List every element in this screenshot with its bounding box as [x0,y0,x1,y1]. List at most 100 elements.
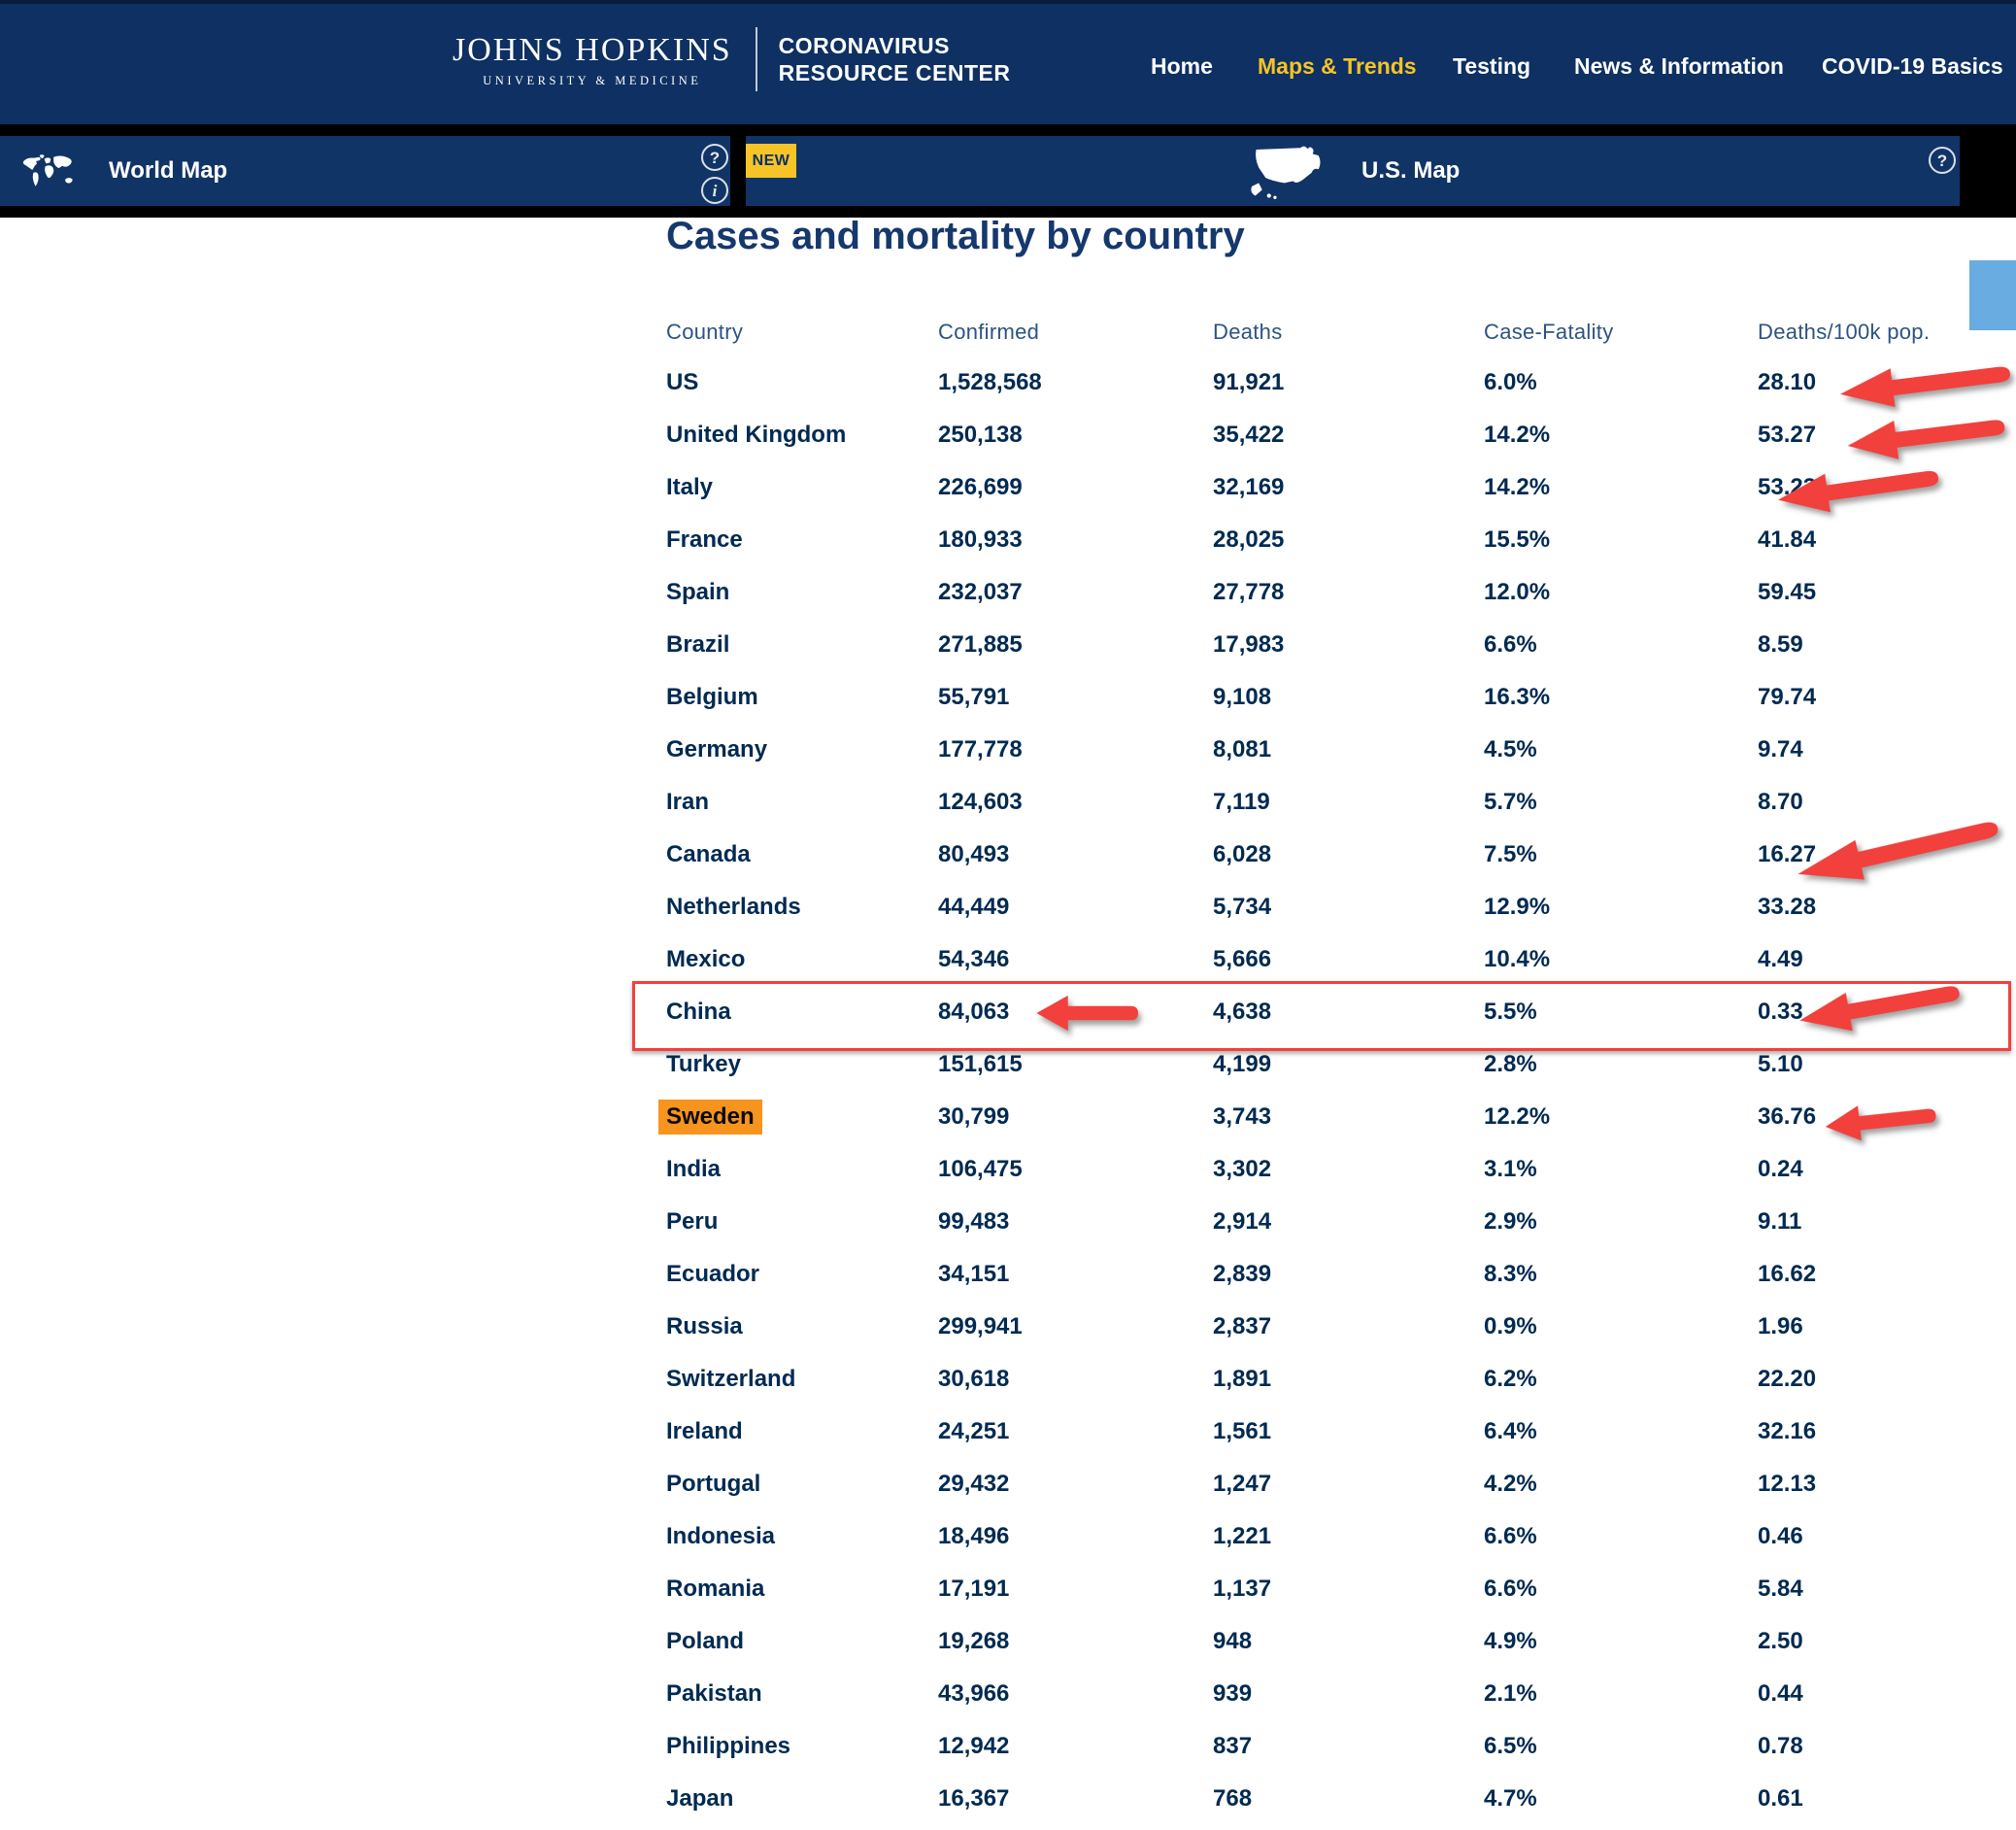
cell-deaths: 2,914 [1213,1208,1272,1235]
cell-deaths: 1,891 [1213,1366,1272,1392]
cell-deaths-per-100k: 53.27 [1758,422,1817,448]
us-map-tab[interactable]: NEW U.S. Map ? [746,136,1960,206]
table-header-row: Country Confirmed Deaths Case-Fatality D… [0,313,2016,352]
cell-deaths-per-100k: 0.78 [1758,1733,1803,1759]
cell-deaths-per-100k: 36.76 [1758,1103,1817,1130]
cell-case-fatality: 6.6% [1484,1576,1537,1602]
cell-confirmed: 17,191 [938,1576,1010,1602]
cell-deaths-per-100k: 79.74 [1758,684,1817,710]
cell-confirmed: 43,966 [938,1680,1010,1707]
cell-deaths: 5,734 [1213,894,1272,920]
cell-deaths-per-100k: 9.11 [1758,1208,1802,1235]
table-row: Peru 99,483 2,914 2.9% 9.11 [0,1196,2016,1248]
cell-confirmed: 30,618 [938,1366,1010,1392]
world-map-tab[interactable]: World Map ? i [0,136,730,206]
window-top-edge [0,0,2016,4]
cell-confirmed: 226,699 [938,474,1023,500]
cell-deaths-per-100k: 0.44 [1758,1680,1803,1707]
cell-case-fatality: 6.4% [1484,1418,1537,1444]
table-row: Switzerland 30,618 1,891 6.2% 22.20 [0,1353,2016,1406]
cell-deaths-per-100k: 1.96 [1758,1313,1803,1339]
column-header-country: Country [666,320,744,344]
nav-item-news-and-information[interactable]: News & Information [1574,53,1784,79]
cell-case-fatality: 4.9% [1484,1628,1537,1654]
cell-country: Peru [666,1208,719,1235]
cell-country: Japan [666,1785,734,1812]
cell-deaths-per-100k: 0.33 [1758,999,1803,1025]
cell-country: Mexico [666,946,746,972]
help-icon[interactable]: ? [701,144,728,171]
cell-deaths: 768 [1213,1785,1253,1812]
cell-deaths: 4,199 [1213,1051,1272,1077]
site-logo[interactable]: JOHNS HOPKINS UNIVERSITY & MEDICINE CORO… [453,27,1010,91]
cell-confirmed: 24,251 [938,1418,1010,1444]
nav-item-home[interactable]: Home [1151,53,1213,79]
table-row: US 1,528,568 91,921 6.0% 28.10 [0,356,2016,409]
cell-deaths: 1,247 [1213,1471,1272,1497]
cell-country: Turkey [666,1051,741,1077]
cell-deaths: 3,302 [1213,1156,1272,1182]
table-row: Philippines 12,942 837 6.5% 0.78 [0,1720,2016,1773]
nav-item-maps-and-trends[interactable]: Maps & Trends [1258,53,1417,79]
cell-country: Pakistan [666,1680,762,1707]
table-row: Portugal 29,432 1,247 4.2% 12.13 [0,1458,2016,1510]
cell-deaths-per-100k: 0.46 [1758,1523,1803,1549]
cell-case-fatality: 3.1% [1484,1156,1537,1182]
cell-case-fatality: 14.2% [1484,422,1551,448]
coronavirus-resource-center-wordmark: CORONAVIRUS RESOURCE CENTER [778,33,1011,85]
world-map-tab-label: World Map [109,157,228,184]
table-row: China 84,063 4,638 5.5% 0.33 [0,986,2016,1038]
cell-deaths: 1,137 [1213,1576,1272,1602]
info-icon[interactable]: i [701,177,728,204]
help-icon-us[interactable]: ? [1929,147,1956,174]
world-map-icon [17,150,78,192]
cell-case-fatality: 10.4% [1484,946,1551,972]
cell-deaths-per-100k: 8.70 [1758,789,1803,815]
table-row: United Kingdom 250,138 35,422 14.2% 53.2… [0,409,2016,461]
column-header-case-fatality: Case-Fatality [1484,320,1614,344]
column-header-confirmed: Confirmed [938,320,1040,344]
cell-case-fatality: 2.1% [1484,1680,1537,1707]
cell-country: Brazil [666,631,730,658]
cell-deaths-per-100k: 5.10 [1758,1051,1803,1077]
cell-confirmed: 29,432 [938,1471,1010,1497]
cell-deaths: 939 [1213,1680,1253,1707]
cell-deaths: 3,743 [1213,1103,1272,1130]
cell-deaths-per-100k: 53.23 [1758,474,1817,500]
table-row: Indonesia 18,496 1,221 6.6% 0.46 [0,1510,2016,1563]
cell-deaths: 9,108 [1213,684,1272,710]
logo-divider [755,27,757,91]
cell-deaths-per-100k: 16.27 [1758,841,1817,867]
cell-confirmed: 55,791 [938,684,1010,710]
cell-country: Iran [666,789,710,815]
cell-case-fatality: 2.9% [1484,1208,1537,1235]
light-blue-panel-fragment [1969,260,2016,330]
cell-deaths-per-100k: 9.74 [1758,736,1803,762]
cell-confirmed: 180,933 [938,526,1023,553]
cell-confirmed: 124,603 [938,789,1023,815]
cell-country: Sweden [658,1091,762,1143]
cell-confirmed: 106,475 [938,1156,1023,1182]
table-row: Ireland 24,251 1,561 6.4% 32.16 [0,1406,2016,1458]
cell-case-fatality: 6.6% [1484,631,1537,658]
cell-country: China [666,999,731,1025]
cell-confirmed: 16,367 [938,1785,1010,1812]
cell-case-fatality: 0.9% [1484,1313,1537,1339]
cell-case-fatality: 15.5% [1484,526,1551,553]
cell-case-fatality: 14.2% [1484,474,1551,500]
cell-confirmed: 271,885 [938,631,1023,658]
cell-country: Indonesia [666,1523,776,1549]
cell-deaths-per-100k: 59.45 [1758,579,1817,605]
table-row: Turkey 151,615 4,199 2.8% 5.10 [0,1038,2016,1091]
nav-item-testing[interactable]: Testing [1453,53,1531,79]
cell-deaths-per-100k: 0.24 [1758,1156,1803,1182]
nav-item-covid-19-basics[interactable]: COVID-19 Basics [1822,53,2003,79]
table-row: Ecuador 34,151 2,839 8.3% 16.62 [0,1248,2016,1301]
cell-deaths: 5,666 [1213,946,1272,972]
cell-country: Canada [666,841,751,867]
new-badge: NEW [746,144,796,178]
table-row: Canada 80,493 6,028 7.5% 16.27 [0,829,2016,881]
cell-deaths: 2,837 [1213,1313,1272,1339]
table-row: Pakistan 43,966 939 2.1% 0.44 [0,1668,2016,1720]
cell-deaths: 7,119 [1213,789,1270,815]
